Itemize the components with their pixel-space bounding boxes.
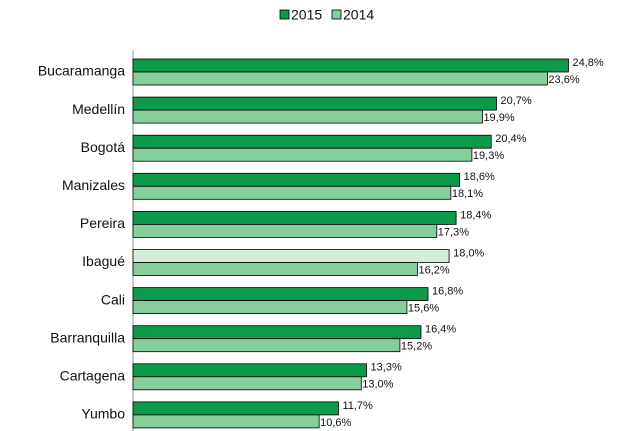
value-label: 19,3% <box>473 150 504 162</box>
bar <box>132 147 473 162</box>
bar <box>132 71 548 86</box>
legend-swatch <box>331 9 342 20</box>
bar <box>132 338 401 353</box>
value-label: 18,4% <box>460 209 491 221</box>
y-tick-label: Medellín <box>72 101 125 117</box>
bar <box>132 249 450 263</box>
y-tick-label: Pereira <box>80 215 125 231</box>
y-tick-label: Bogotá <box>81 139 126 155</box>
bar <box>132 262 418 276</box>
bar <box>132 325 422 340</box>
bar <box>132 109 483 124</box>
bar <box>132 287 429 302</box>
value-label: 18,6% <box>464 171 495 183</box>
y-tick-label: Yumbo <box>81 406 125 422</box>
bar <box>132 300 408 315</box>
y-tick-label: Cali <box>101 291 125 307</box>
legend-label: 2015 <box>291 7 322 23</box>
value-label: 19,9% <box>483 112 514 124</box>
legend-swatch <box>279 9 290 20</box>
y-tick-label: Bucaramanga <box>38 63 125 79</box>
bar <box>132 401 339 416</box>
value-label: 16,8% <box>432 286 463 298</box>
value-label: 18,0% <box>453 247 484 259</box>
legend-label: 2014 <box>343 7 374 23</box>
value-label: 24,8% <box>572 57 603 69</box>
bar <box>132 414 320 429</box>
value-label: 13,0% <box>362 379 393 391</box>
bar <box>132 172 461 187</box>
y-tick-label: Barranquilla <box>50 329 125 345</box>
value-label: 16,4% <box>425 324 456 336</box>
value-label: 20,7% <box>500 95 531 107</box>
value-label: 23,6% <box>548 74 579 86</box>
value-label: 18,1% <box>452 188 483 200</box>
value-label: 13,3% <box>371 362 402 374</box>
value-label: 15,2% <box>401 341 432 353</box>
bar <box>132 210 457 225</box>
bar <box>132 58 569 73</box>
legend: 2015 2014 <box>279 7 374 23</box>
value-label: 16,2% <box>418 264 449 276</box>
y-tick-label: Manizales <box>62 177 125 193</box>
value-label: 20,4% <box>495 133 526 145</box>
bar <box>132 376 362 391</box>
bar <box>132 96 497 111</box>
value-label: 17,3% <box>438 226 469 238</box>
y-tick-label: Ibagué <box>82 253 125 269</box>
y-tick-label: Cartagena <box>60 368 126 384</box>
bar <box>132 363 367 378</box>
value-label: 10,6% <box>320 417 351 429</box>
bar <box>132 185 452 200</box>
bar <box>132 223 438 238</box>
bar <box>132 134 492 149</box>
value-label: 15,6% <box>408 303 439 315</box>
value-label: 11,7% <box>342 400 373 412</box>
